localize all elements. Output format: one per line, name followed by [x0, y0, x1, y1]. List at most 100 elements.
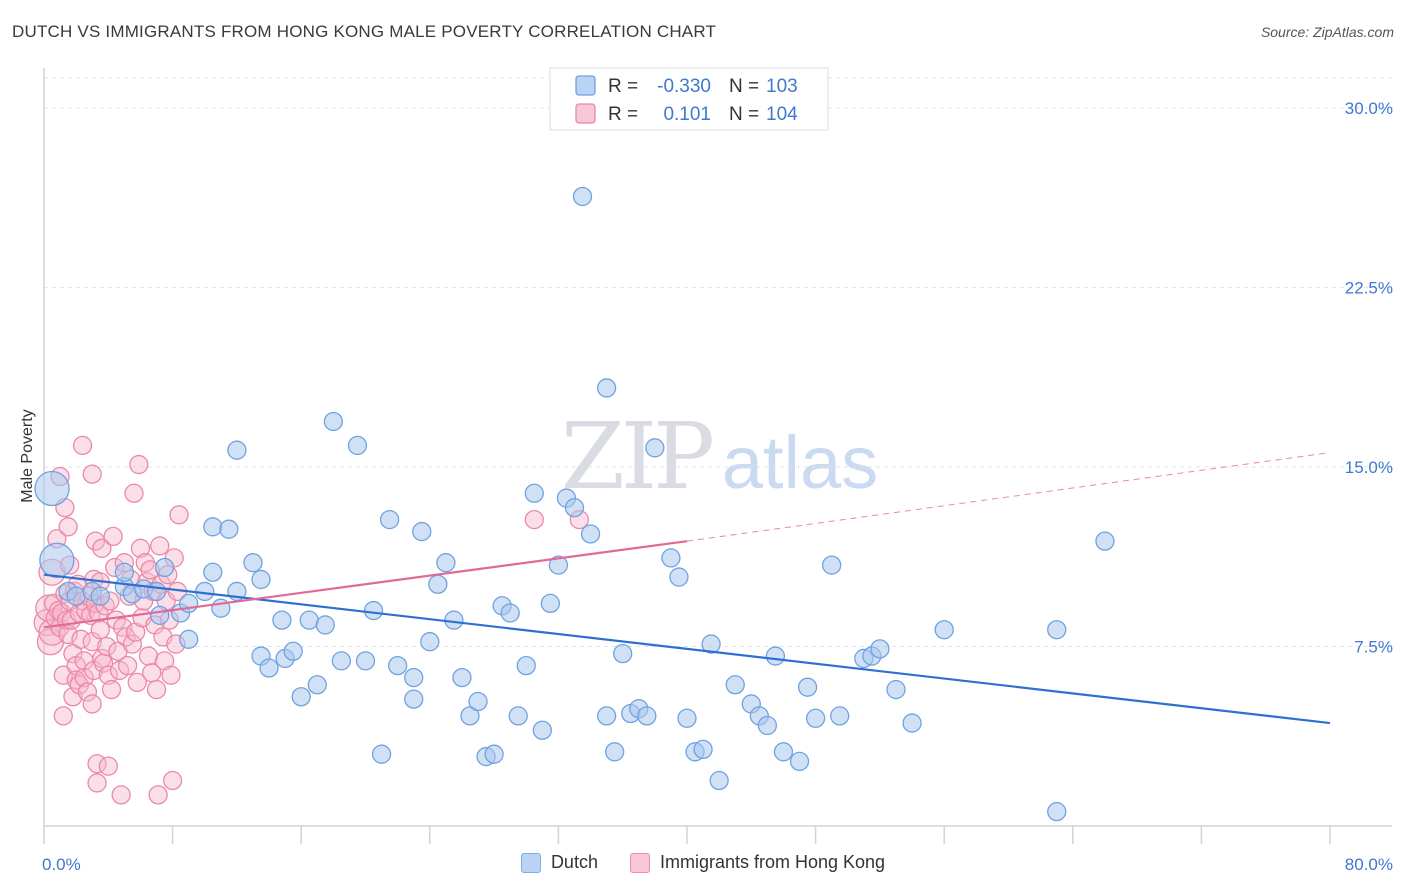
hong-kong-point [524, 509, 544, 530]
dutch-point [404, 689, 424, 709]
dutch-point [580, 524, 601, 544]
n-value: 104 [766, 104, 798, 125]
dutch-point [693, 739, 713, 760]
dutch-point [34, 470, 70, 507]
hong-kong-swatch [629, 852, 650, 873]
dutch-point [436, 553, 456, 573]
dutch-point [363, 600, 384, 621]
hong-kong-point [77, 682, 98, 702]
legend-item-dutch[interactable]: Dutch [520, 852, 598, 873]
dutch-point [154, 557, 175, 578]
dutch-point [669, 567, 689, 587]
hong-kong-point [103, 526, 123, 547]
hong-kong-point [63, 644, 83, 664]
hong-kong-point [122, 634, 143, 654]
hong-kong-point [98, 756, 118, 776]
hong-kong-point [92, 538, 112, 558]
dutch-point [39, 542, 75, 578]
dutch-legend-swatch [575, 75, 596, 96]
n-label: N = [729, 104, 759, 125]
dutch-point [540, 593, 561, 614]
hong-kong-point [82, 694, 102, 714]
dutch-point [404, 667, 424, 688]
dutch-point [179, 629, 199, 649]
hong-kong-point [101, 679, 122, 700]
dutch-point [203, 562, 223, 582]
dutch-point [323, 411, 344, 432]
dutch-point [822, 555, 842, 575]
legend-label-hong-kong: Immigrants from Hong Kong [659, 852, 886, 872]
dutch-point [355, 651, 376, 671]
x-tick-label-min: 0.0% [42, 855, 81, 874]
n-value: 103 [766, 76, 798, 97]
legend-item-hong-kong[interactable]: Immigrants from Hong Kong [629, 852, 886, 873]
dutch-point [934, 620, 954, 640]
hong-kong-trend-extension [686, 452, 1331, 542]
hong-kong-point [146, 679, 167, 700]
bottom-legend: Dutch Immigrants from Hong Kong [0, 852, 1406, 873]
hong-kong-point [74, 667, 94, 688]
dutch-point [251, 569, 271, 590]
dutch-point [227, 440, 247, 460]
r-value: 0.101 [663, 104, 711, 125]
dutch-point [452, 667, 472, 688]
dutch-point [299, 610, 319, 630]
hong-kong-trend-line [43, 540, 688, 629]
dutch-point [1047, 801, 1067, 822]
y-tick-label: 15.0% [1345, 458, 1393, 477]
dutch-trend-line [43, 573, 1331, 725]
dutch-point [773, 742, 794, 762]
dutch-point [283, 641, 303, 661]
dutch-point [902, 713, 922, 733]
dutch-point [709, 770, 729, 791]
hong-kong-point [72, 435, 93, 456]
watermark-zip: ZIP [561, 403, 712, 510]
dutch-point [757, 715, 778, 736]
hong-kong-point [148, 785, 168, 805]
hong-kong-point [138, 646, 159, 666]
dutch-point [412, 521, 432, 542]
hong-kong-point [58, 517, 78, 537]
hong-kong-point [111, 785, 131, 805]
dutch-point [90, 586, 110, 606]
dutch-point [219, 519, 239, 539]
hong-kong-legend-swatch [575, 103, 596, 124]
dutch-point [468, 691, 488, 712]
dutch-point [1095, 531, 1115, 551]
hong-kong-point [97, 636, 117, 657]
dutch-point [371, 744, 392, 764]
hong-kong-point [124, 483, 144, 503]
dutch-point [146, 581, 167, 602]
hong-kong-point [90, 620, 110, 640]
hong-kong-point [82, 464, 102, 484]
hong-kong-point [87, 773, 107, 793]
hong-kong-point [117, 655, 138, 676]
dutch-point [203, 517, 223, 537]
hong-kong-point [98, 665, 118, 685]
dutch-point [789, 751, 810, 772]
dutch-point [243, 553, 263, 573]
dutch-point [484, 744, 504, 764]
hong-kong-point [162, 770, 183, 791]
dutch-point [613, 644, 633, 664]
r-label: R = [608, 76, 638, 97]
dutch-point [805, 708, 826, 728]
legend-label-dutch: Dutch [550, 852, 598, 872]
dutch-point [315, 615, 335, 635]
watermark-atlas: atlas [722, 421, 878, 504]
dutch-point [661, 548, 681, 568]
dutch-point [516, 655, 536, 676]
hong-kong-point [130, 538, 151, 558]
dutch-point [508, 706, 528, 726]
dutch-point [605, 742, 625, 762]
dutch-point [347, 435, 368, 456]
dutch-point [272, 610, 292, 630]
dutch-point [886, 679, 906, 700]
n-label: N = [729, 76, 759, 97]
dutch-point [564, 497, 585, 518]
r-value: -0.330 [657, 76, 711, 97]
dutch-point [259, 658, 279, 678]
dutch-point [1047, 620, 1067, 640]
x-tick-label-max: 80.0% [1345, 855, 1393, 874]
